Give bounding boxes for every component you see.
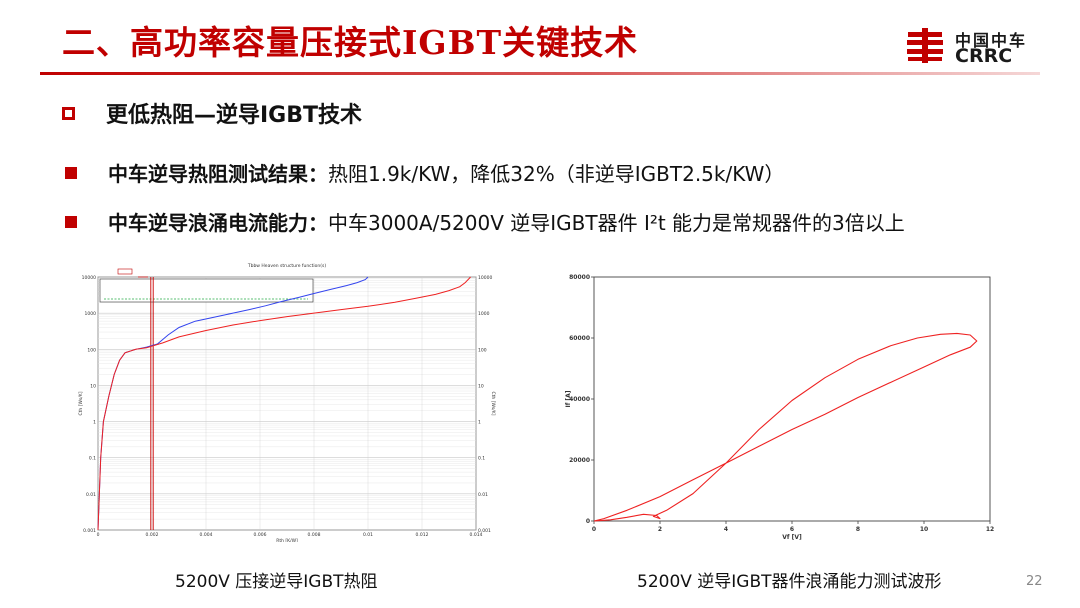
y-tick-label-right: 10000: [478, 275, 492, 281]
x-tick-label: 0: [97, 532, 100, 538]
surge-waveform-chart: 0 20000 40000 60000 80000 0 2 4 6 8 10 12 Vf [V] If […: [565, 274, 994, 541]
bullet-label: 中车逆导浪涌电流能力：: [108, 211, 328, 235]
x-tick-label: 2: [658, 526, 662, 533]
x-axis-label: Vf [V]: [782, 534, 802, 541]
bullet-item: 中车逆导热阻测试结果： 热阻1.9k/KW，降低32%（非逆导IGBT2.5k/…: [65, 158, 784, 187]
filled-square-bullet-icon: [65, 166, 77, 179]
bullet-item: 中车逆导浪涌电流能力： 中车3000A/5200V 逆导IGBT器件 I²t 能…: [65, 207, 905, 236]
y-tick-label: 80000: [569, 274, 590, 281]
marker-tag: [117, 268, 133, 275]
series-line: [97, 276, 471, 531]
y-tick-label: 0.001: [83, 528, 96, 534]
y-tick-label: 1000: [85, 311, 97, 317]
crrc-logo: 中国中车 CRRC: [905, 26, 1035, 67]
y-tick-label-right: 0.001: [478, 528, 491, 534]
x-tick-label: 6: [790, 526, 794, 533]
y-tick-label: 0.1: [89, 456, 96, 462]
y-tick-label: 1: [93, 420, 96, 426]
x-tick-label: 8: [856, 526, 860, 533]
page-title: 二、高功率容量压接式IGBT关键技术: [62, 23, 639, 62]
page-number: 22: [1026, 574, 1043, 589]
right-chart-caption: 5200V 逆导IGBT器件浪涌能力测试波形: [637, 572, 942, 592]
x-tick-label: 0.006: [254, 532, 267, 538]
y-tick-label-right: 0.01: [478, 492, 488, 498]
crrc-logo-mark-icon: [907, 28, 943, 63]
bullet-text: 热阻1.9k/KW，降低32%（非逆导IGBT2.5k/KW）: [328, 162, 785, 186]
hollow-square-bullet-icon: [62, 106, 75, 120]
thermal-structure-function-chart: 0.001 0.001 0.01 0.01 0.1 0.1 1 1 10 10 100 100 1000…: [78, 263, 496, 542]
x-tick-label: 0.012: [416, 532, 429, 538]
y-tick-label: 10: [90, 383, 96, 389]
y-tick-label-right: 10: [478, 383, 484, 389]
x-tick-label: 4: [724, 526, 728, 533]
y-tick-label: 0: [586, 518, 590, 525]
chart-title: Tbbw Heaven structure function(s): [247, 263, 327, 269]
y-tick-label: 20000: [569, 457, 590, 464]
y-tick-label: 40000: [569, 396, 590, 403]
y-tick-label: 100: [87, 347, 96, 353]
x-tick-label: 0.004: [200, 532, 213, 538]
series-line: [593, 332, 978, 522]
plot-area: [593, 276, 991, 522]
y-axis-label: If [A]: [565, 390, 572, 407]
y-tick-label: 10000: [82, 275, 96, 281]
x-tick-label: 0: [592, 526, 596, 533]
logo-text-en: CRRC: [955, 45, 1013, 67]
bullet-text: 中车3000A/5200V 逆导IGBT器件 I²t 能力是常规器件的3倍以上: [328, 211, 905, 235]
x-tick-label: 0.002: [146, 532, 159, 538]
y-tick-label-right: 1000: [478, 311, 490, 317]
legend-box: [99, 278, 314, 303]
logo-text-cn: 中国中车: [955, 31, 1028, 50]
left-chart-caption: 5200V 压接逆导IGBT热阻: [175, 572, 378, 592]
section-heading: 更低热阻—逆导IGBT技术: [62, 98, 362, 128]
title-divider: [40, 72, 1040, 75]
y-tick-label-right: 1: [478, 420, 481, 426]
y-tick-label: 0.01: [86, 492, 96, 498]
bullet-label: 中车逆导热阻测试结果：: [108, 162, 328, 186]
x-axis-label: Rth [K/W]: [276, 538, 298, 542]
y-tick-label-right: 0.1: [478, 456, 485, 462]
y-axis-label-right: Cth [Ws/K]: [490, 392, 496, 416]
section-heading-text: 更低热阻—逆导IGBT技术: [106, 103, 363, 128]
x-tick-label: 0.01: [363, 532, 373, 538]
x-tick-label: 0.014: [470, 532, 483, 538]
y-axis-label: Cth [Ws/K]: [78, 391, 84, 415]
x-tick-label: 10: [920, 526, 928, 533]
y-tick-label: 60000: [569, 335, 590, 342]
x-tick-label: 12: [986, 526, 994, 533]
y-tick-label-right: 100: [478, 347, 487, 353]
filled-square-bullet-icon: [65, 215, 77, 228]
x-tick-label: 0.008: [308, 532, 321, 538]
